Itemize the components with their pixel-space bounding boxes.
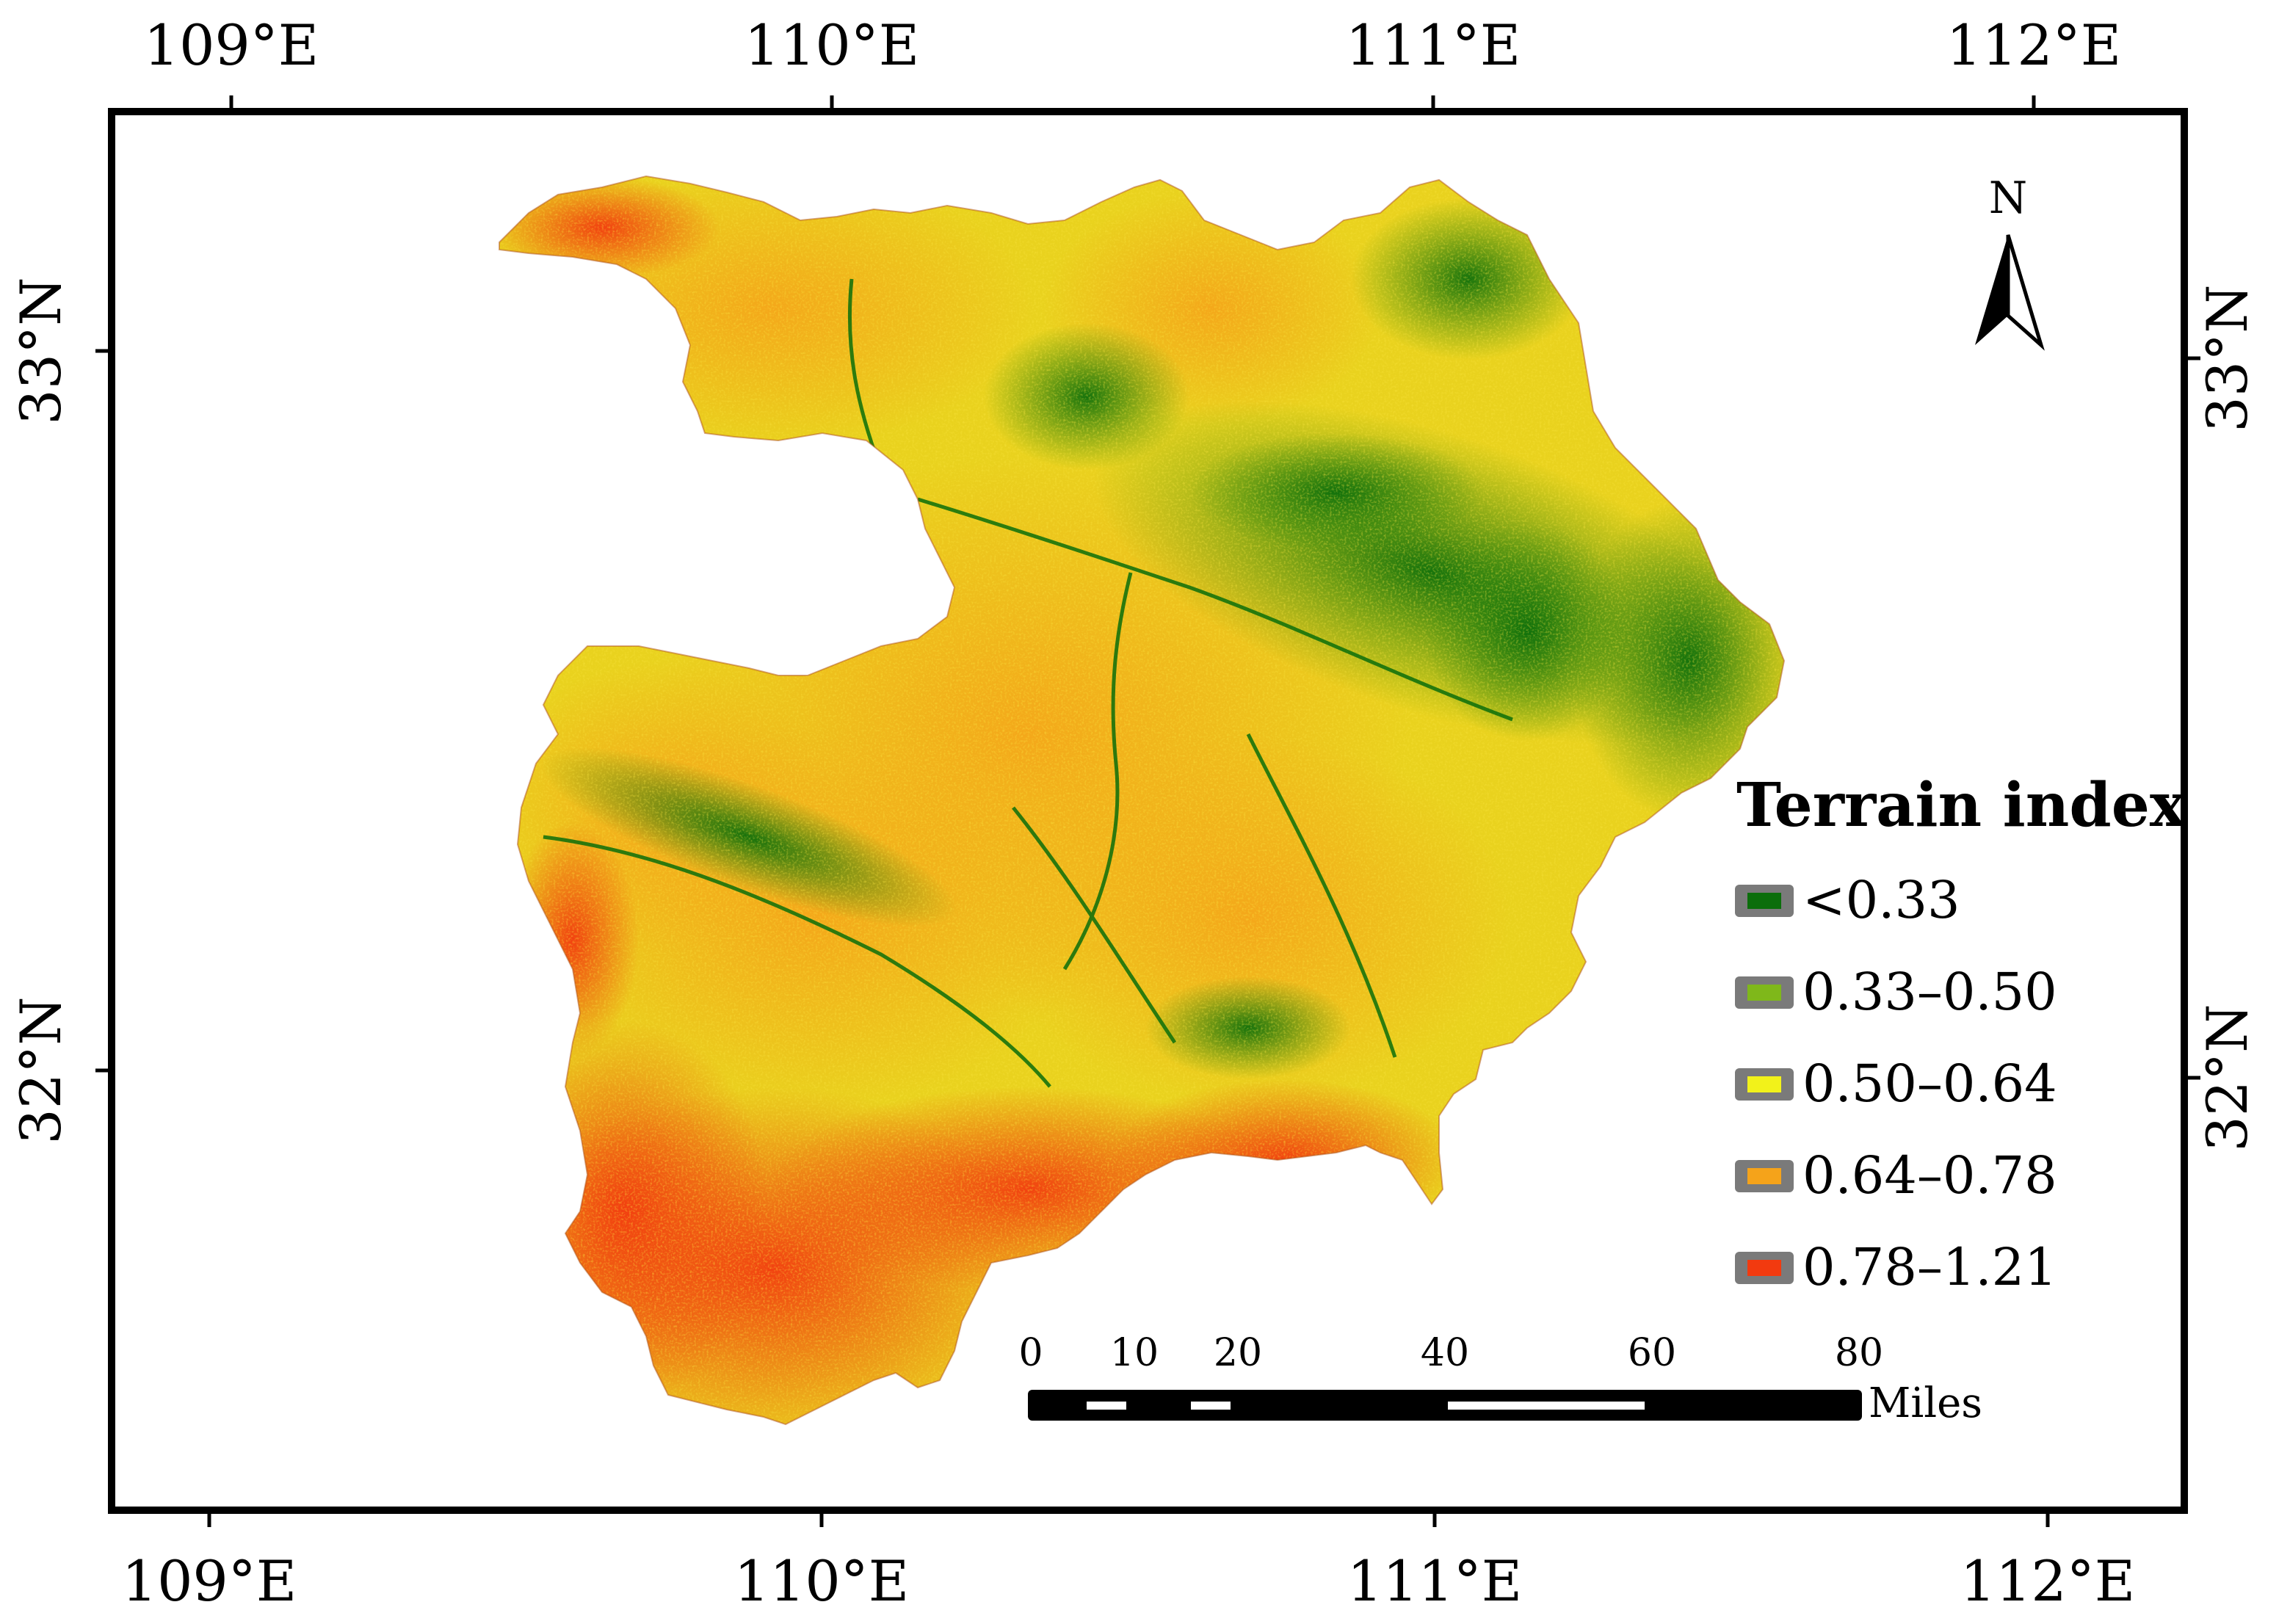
legend-label: 0.50–0.64 [1802, 1054, 2057, 1114]
legend-swatch [1747, 1076, 1781, 1092]
left-latitude-axis: 33°N 32°N [8, 277, 112, 1145]
north-label: N [1989, 173, 2028, 224]
right-tick-label: 32°N [2195, 1004, 2260, 1151]
legend-swatch [1747, 893, 1781, 909]
scale-bar-body [1028, 1390, 1862, 1421]
legend-swatch [1747, 985, 1781, 1001]
scale-unit: Miles [1869, 1380, 1982, 1427]
legend-item: 0.64–0.78 [1735, 1145, 2057, 1206]
bottom-longitude-axis: 109°E 110°E 111°E 112°E [122, 1510, 2136, 1614]
north-arrow-left-half [1975, 235, 2008, 345]
scale-bar-segment [1191, 1402, 1231, 1410]
north-arrow-right-half [2006, 234, 2045, 351]
legend-item: 0.33–0.50 [1735, 962, 2057, 1022]
bottom-tick-label: 109°E [122, 1548, 297, 1614]
bottom-tick-label: 110°E [734, 1548, 910, 1614]
top-tick-label: 111°E [1346, 12, 1521, 78]
legend-label: 0.33–0.50 [1802, 962, 2057, 1022]
legend-item: 0.50–0.64 [1735, 1054, 2057, 1114]
scale-label: 20 [1214, 1331, 1262, 1375]
legend-item: <0.33 [1735, 870, 1960, 930]
scale-bar: 0 10 20 40 60 80 Miles [1018, 1331, 1982, 1427]
top-tick-label: 109°E [144, 12, 319, 78]
bottom-tick-label: 112°E [1960, 1548, 2136, 1614]
top-tick-label: 112°E [1946, 12, 2122, 78]
scale-label: 60 [1628, 1331, 1676, 1375]
terrain-index-raster [499, 176, 1784, 1424]
bottom-tick-label: 111°E [1347, 1548, 1523, 1614]
left-tick-label: 33°N [8, 277, 73, 424]
left-tick-label: 32°N [8, 996, 73, 1144]
scale-label: 40 [1421, 1331, 1469, 1375]
legend: Terrain index <0.33 0.33–0.50 0.50–0.64 … [1735, 770, 2186, 1297]
north-arrow: N [1975, 173, 2045, 351]
scale-label: 10 [1110, 1331, 1159, 1375]
legend-item: 0.78–1.21 [1735, 1237, 2057, 1297]
legend-label: <0.33 [1802, 870, 1960, 930]
top-longitude-axis: 109°E 110°E 111°E 112°E [144, 12, 2122, 112]
legend-label: 0.64–0.78 [1802, 1145, 2057, 1206]
scale-label: 0 [1018, 1331, 1043, 1375]
scale-bar-segment [1448, 1402, 1645, 1410]
map-frame [108, 108, 2188, 1514]
right-latitude-axis: 33°N 32°N [2184, 284, 2260, 1152]
right-tick-label: 33°N [2195, 284, 2260, 432]
legend-swatch [1747, 1260, 1781, 1276]
legend-swatch [1747, 1168, 1781, 1184]
scale-bar-segment [1087, 1402, 1126, 1410]
legend-title: Terrain index [1736, 770, 2186, 841]
legend-label: 0.78–1.21 [1802, 1237, 2057, 1297]
top-tick-label: 110°E [744, 12, 920, 78]
scale-label: 80 [1835, 1331, 1883, 1375]
